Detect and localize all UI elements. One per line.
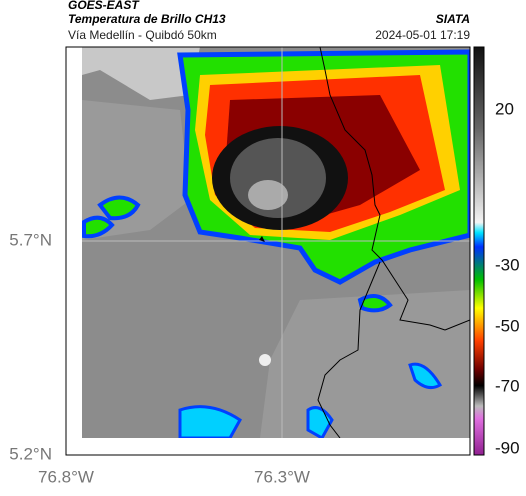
- colorbar-tick-label: -50: [495, 316, 520, 335]
- y-tick-label: 5.2°N: [9, 444, 52, 463]
- title: GOES-EAST: [68, 0, 140, 12]
- subtitle: Temperatura de Brillo CH13: [68, 12, 226, 26]
- location: Vía Medellín - Quibdó 50km: [68, 28, 217, 42]
- source: SIATA: [436, 12, 470, 26]
- satellite-image: [82, 47, 470, 438]
- colorbar-tick-label: -90: [495, 438, 520, 457]
- colorbar-tick-label: -70: [495, 376, 520, 395]
- map-frame: [65, 46, 471, 456]
- datetime: 2024-05-01 17:19: [375, 28, 470, 42]
- y-tick-label: 5.7°N: [9, 230, 52, 249]
- colorbar: [473, 46, 485, 456]
- x-tick-label: 76.3°W: [254, 467, 310, 486]
- colorbar-tick-label: -30: [495, 255, 520, 274]
- colorbar-tick-label: 20: [495, 99, 514, 118]
- x-tick-label: 76.8°W: [38, 467, 94, 486]
